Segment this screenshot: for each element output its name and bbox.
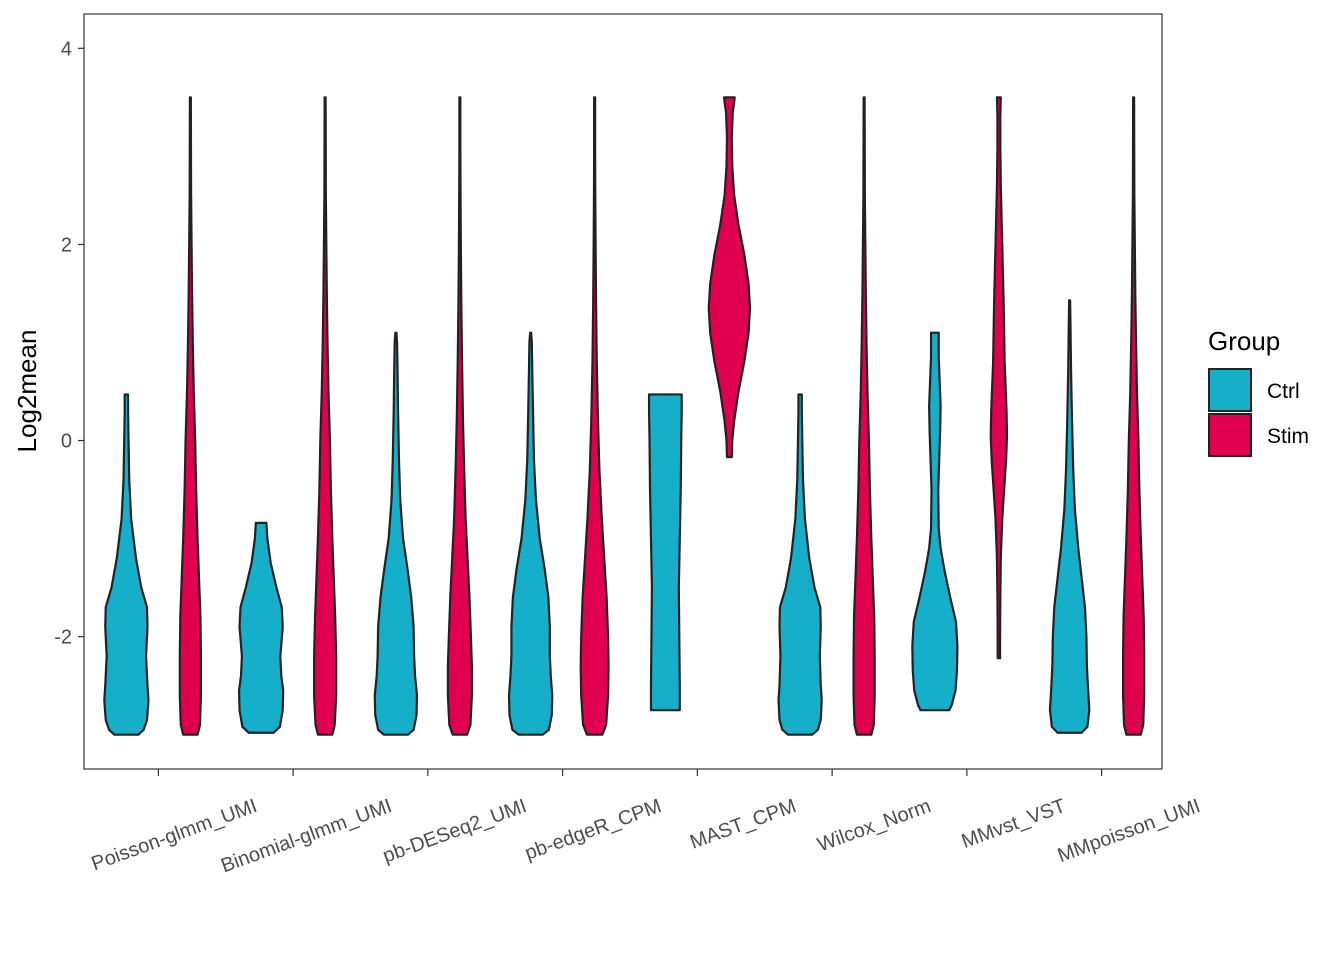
violin-ctrl	[647, 393, 683, 712]
y-axis-title: Log2mean	[12, 330, 42, 453]
legend-entries: Ctrl Stim	[1208, 368, 1309, 457]
violin-stim	[178, 96, 203, 736]
y-tick-label: 2	[61, 234, 72, 256]
violin-ctrl	[237, 521, 285, 734]
violin-stim	[446, 96, 473, 736]
violin-ctrl	[103, 393, 150, 736]
legend-key-stim	[1208, 413, 1252, 457]
y-tick-label: 4	[61, 38, 72, 60]
violin-layer	[103, 96, 1146, 736]
legend-label: Stim	[1267, 425, 1309, 448]
violin-stim	[852, 96, 876, 736]
legend-title: Group	[1208, 326, 1280, 356]
legend: Group Ctrl Stim	[1208, 326, 1309, 457]
y-axis: -2 0 2 4	[54, 38, 84, 649]
plot-panel-border	[83, 13, 1163, 770]
violin-stim	[579, 96, 610, 736]
violin-ctrl	[1048, 299, 1091, 734]
violin-stim	[312, 96, 338, 736]
violin-stim	[989, 96, 1009, 660]
violin-ctrl	[911, 331, 959, 712]
violin-stim	[1121, 96, 1146, 736]
violin-ctrl	[373, 331, 419, 736]
y-tick-label: 0	[61, 431, 72, 453]
y-tick-label: -2	[54, 627, 72, 649]
violin-stim	[707, 96, 752, 459]
legend-key-ctrl	[1208, 368, 1252, 412]
violin-ctrl	[507, 331, 554, 736]
legend-label: Ctrl	[1267, 380, 1300, 403]
violin-ctrl	[777, 393, 823, 736]
